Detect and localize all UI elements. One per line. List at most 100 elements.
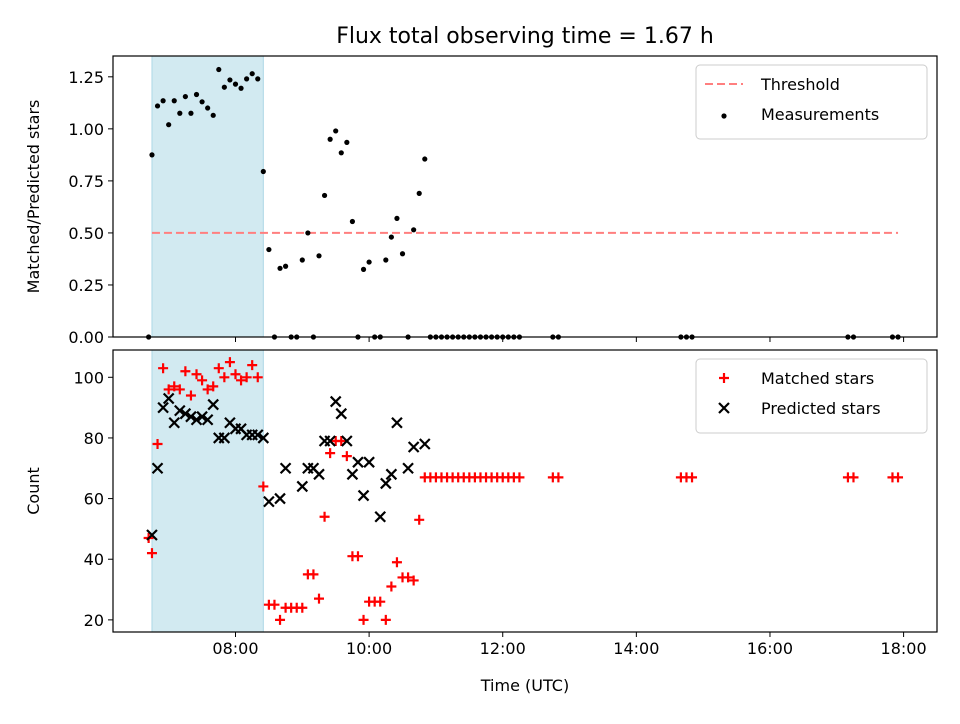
y-tick-label: 0.25	[68, 276, 104, 295]
y-tick-label: 100	[73, 368, 104, 387]
legend-measurement-swatch	[721, 113, 727, 119]
legend-matched-swatch	[719, 373, 729, 383]
predicted-star-point	[251, 429, 264, 441]
predicted-star-point	[279, 462, 292, 475]
matched-star-point	[687, 472, 698, 483]
predicted-star-point	[201, 413, 214, 426]
y-axis-label: Matched/Predicted stars	[24, 100, 43, 294]
predicted-star-point	[296, 480, 309, 493]
measurement-point	[327, 136, 333, 142]
legend-label: Threshold	[760, 75, 840, 94]
measurement-point	[399, 251, 406, 257]
matched-star-point	[146, 548, 157, 559]
axes-frame	[112, 349, 938, 633]
matched-star-point	[152, 439, 163, 449]
predicted-star-point	[357, 489, 370, 502]
predicted-star-point	[207, 398, 219, 411]
matched-star-point	[319, 511, 330, 522]
matched-star-point	[174, 384, 185, 395]
matched-star-point	[408, 575, 419, 586]
measurement-point	[305, 230, 311, 236]
predicted-star-point	[352, 456, 364, 468]
y-tick-label: 0.50	[68, 224, 104, 243]
measurement-point	[193, 91, 200, 98]
predicted-star-point	[151, 462, 164, 475]
x-tick-label: 18:00	[881, 639, 927, 658]
legend-label: Matched stars	[761, 369, 874, 388]
measurement-point	[160, 98, 166, 104]
matched-star-point	[391, 557, 402, 568]
matched-star-point	[269, 599, 280, 610]
predicted-star-point	[218, 432, 231, 444]
measurement-point	[416, 190, 422, 196]
predicted-star-point	[374, 510, 387, 523]
matched-star-point	[297, 602, 308, 613]
predicted-star-point	[168, 416, 181, 429]
matched-star-point	[308, 569, 319, 580]
predicted-star-point	[185, 410, 197, 423]
predicted-star-point	[257, 432, 270, 444]
predicted-star-point	[341, 435, 353, 447]
matched-star-point	[386, 581, 397, 592]
axes-frame	[112, 55, 938, 338]
measurement-point	[333, 128, 339, 134]
matched-star-point	[414, 514, 425, 525]
matched-star-point	[848, 472, 859, 483]
matched-star-point	[252, 372, 263, 383]
matched-star-point	[202, 384, 213, 395]
matched-star-point	[158, 363, 169, 374]
x-tick-label: 12:00	[480, 639, 526, 658]
figure-title: Flux total observing time = 1.67 h	[336, 24, 714, 49]
matched-star-point	[213, 363, 224, 374]
matched-star-point	[358, 614, 369, 625]
matched-star-point	[325, 448, 336, 459]
bottom-panel: 08:00 10:00 12:00 14:00 16:00 18:00 20 40 60 80 10…	[24, 349, 938, 695]
measurement-point	[244, 76, 250, 82]
predicted-star-point	[274, 492, 286, 505]
measurement-point	[422, 156, 428, 162]
predicted-star-point	[146, 529, 158, 541]
matched-star-point	[230, 369, 241, 380]
matched-star-point	[191, 369, 202, 380]
matched-star-point	[219, 372, 230, 383]
matched-star-point	[180, 366, 191, 377]
measurement-point	[344, 139, 350, 145]
matched-star-point	[375, 596, 386, 607]
matched-star-point	[236, 375, 247, 386]
legend-label: Measurements	[761, 105, 879, 124]
predicted-star-point	[196, 410, 208, 423]
x-tick-label: 14:00	[613, 639, 659, 658]
measurement-point	[205, 105, 211, 111]
predicted-star-point	[190, 413, 203, 426]
measurement-point	[255, 76, 261, 82]
measurement-point	[199, 99, 205, 105]
y-tick-label: 40	[84, 550, 104, 569]
measurement-point	[321, 192, 328, 199]
measurement-point	[388, 234, 394, 240]
measurement-point	[277, 265, 283, 271]
predicted-star-point	[346, 468, 359, 481]
matched-star-point	[403, 572, 414, 583]
measurement-point	[260, 168, 266, 175]
matched-star-point	[514, 472, 525, 483]
legend-label: Predicted stars	[761, 399, 881, 418]
predicted-star-point	[179, 407, 192, 420]
y-tick-label: 0.00	[68, 328, 104, 347]
matched-star-point	[224, 357, 235, 368]
measurement-point	[383, 257, 389, 263]
matched-star-point	[185, 390, 196, 401]
measurement-point	[282, 263, 289, 269]
predicted-star-point	[419, 438, 431, 450]
measurement-point	[366, 259, 372, 265]
predicted-star-point	[380, 477, 392, 490]
measurement-point	[299, 257, 305, 263]
predicted-star-point	[402, 462, 414, 475]
predicted-star-point	[313, 468, 325, 481]
predicted-star-point	[335, 407, 348, 420]
measurement-point	[210, 112, 216, 118]
measurement-point	[227, 77, 233, 83]
predicted-star-point	[363, 456, 375, 468]
matched-star-point	[314, 593, 324, 604]
